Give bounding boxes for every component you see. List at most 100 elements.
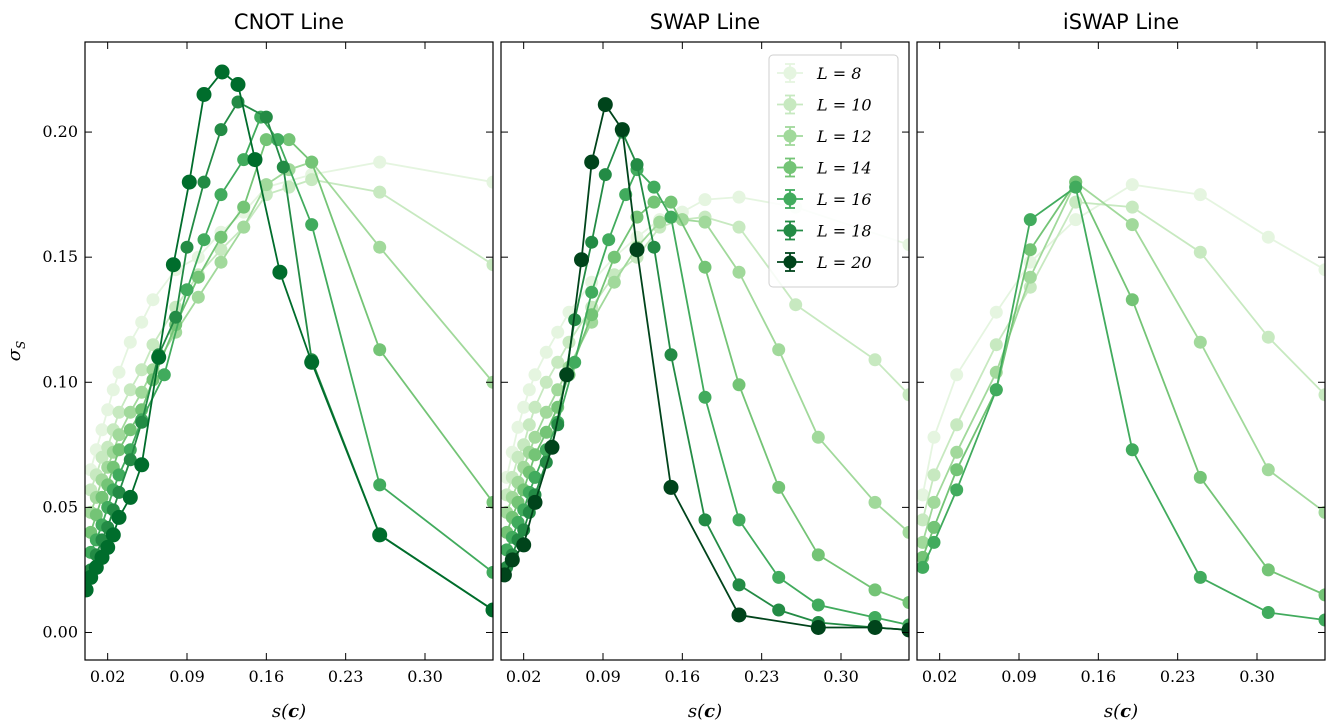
plot-area	[501, 97, 909, 638]
data-point	[123, 423, 137, 437]
data-point	[112, 468, 126, 482]
legend-marker	[783, 66, 797, 80]
legend-label: L = 12	[816, 127, 872, 146]
data-point	[517, 400, 531, 414]
data-point	[597, 97, 613, 113]
data-point	[1069, 180, 1083, 194]
legend-entry: L = 12	[777, 126, 872, 146]
data-point	[135, 363, 149, 377]
data-point	[1193, 245, 1207, 259]
data-point	[511, 420, 525, 434]
data-point	[731, 607, 747, 623]
data-point	[106, 383, 120, 397]
data-point	[486, 495, 493, 509]
y-axis-label-sub: S	[14, 341, 28, 349]
legend-marker	[783, 224, 797, 237]
data-point	[276, 160, 290, 174]
data-point	[917, 513, 930, 527]
data-point	[135, 315, 149, 329]
data-point	[732, 513, 746, 527]
data-point	[123, 453, 137, 467]
data-point	[1261, 230, 1275, 244]
data-point	[486, 175, 493, 189]
data-point	[585, 285, 599, 299]
data-point	[214, 64, 230, 80]
data-point	[544, 439, 560, 455]
data-point	[698, 260, 712, 274]
data-point	[868, 583, 882, 597]
x-tick-label: 0.09	[1001, 667, 1037, 686]
data-point	[486, 565, 493, 579]
data-point	[647, 195, 661, 209]
data-point	[1261, 563, 1275, 577]
data-point	[950, 445, 964, 459]
data-point	[1193, 570, 1207, 584]
series-l=16	[917, 180, 1325, 627]
data-point	[169, 310, 183, 324]
data-point	[169, 300, 183, 314]
data-point	[574, 252, 589, 268]
legend-label: L = 16	[816, 190, 872, 209]
data-point	[732, 190, 746, 204]
data-point	[698, 513, 712, 527]
data-point	[1023, 270, 1037, 284]
data-point	[902, 596, 909, 609]
legend-label: L = 8	[816, 64, 861, 83]
data-point	[122, 489, 138, 505]
x-tick-label: 0.23	[744, 667, 780, 686]
data-point	[214, 255, 228, 269]
x-tick-label: 0.16	[249, 667, 285, 686]
legend-marker	[783, 161, 797, 174]
data-point	[528, 448, 542, 462]
legend-entry: L = 8	[777, 63, 861, 83]
y-axis-label: σS	[4, 341, 28, 362]
data-point	[146, 293, 160, 307]
data-point	[989, 338, 1003, 352]
data-point	[585, 275, 599, 289]
data-point	[630, 230, 644, 244]
data-point	[305, 173, 319, 187]
data-point	[112, 428, 126, 442]
data-point	[511, 450, 525, 464]
data-point	[95, 490, 109, 504]
data-point	[373, 343, 387, 357]
data-point	[927, 520, 941, 534]
legend: L = 8 L = 10 L = 12 L = 14 L = 16 L = 18 L = 2…	[768, 54, 899, 288]
data-point	[917, 560, 930, 574]
data-point	[568, 355, 582, 369]
data-point	[100, 539, 116, 555]
x-tick-label: 0.09	[169, 667, 205, 686]
series-l=10	[917, 195, 1325, 527]
data-point	[917, 535, 930, 549]
data-point	[528, 368, 542, 382]
data-point	[585, 235, 599, 249]
data-point	[653, 215, 667, 229]
data-point	[811, 548, 825, 562]
data-point	[237, 200, 251, 214]
legend-label: L = 18	[816, 222, 872, 241]
data-point	[647, 180, 661, 194]
data-point	[135, 385, 149, 399]
legend-label: L = 10	[816, 96, 872, 115]
data-point	[522, 418, 536, 432]
legend-marker	[783, 192, 797, 206]
plot-frame	[916, 41, 1326, 661]
data-point	[1318, 505, 1325, 519]
data-point	[1261, 463, 1275, 477]
data-point	[664, 195, 678, 209]
y-tick-label: 0.20	[42, 122, 78, 141]
data-point	[732, 265, 746, 279]
data-point	[112, 405, 126, 419]
series-l=12	[917, 175, 1325, 549]
data-point	[950, 368, 964, 382]
data-point	[196, 87, 212, 102]
data-point	[539, 405, 553, 419]
data-point	[630, 158, 644, 172]
data-point	[197, 233, 211, 247]
series-line	[921, 180, 1325, 596]
data-point	[698, 390, 712, 404]
x-tick-label: 0.02	[922, 667, 958, 686]
data-point	[584, 154, 600, 170]
data-point	[214, 243, 228, 257]
